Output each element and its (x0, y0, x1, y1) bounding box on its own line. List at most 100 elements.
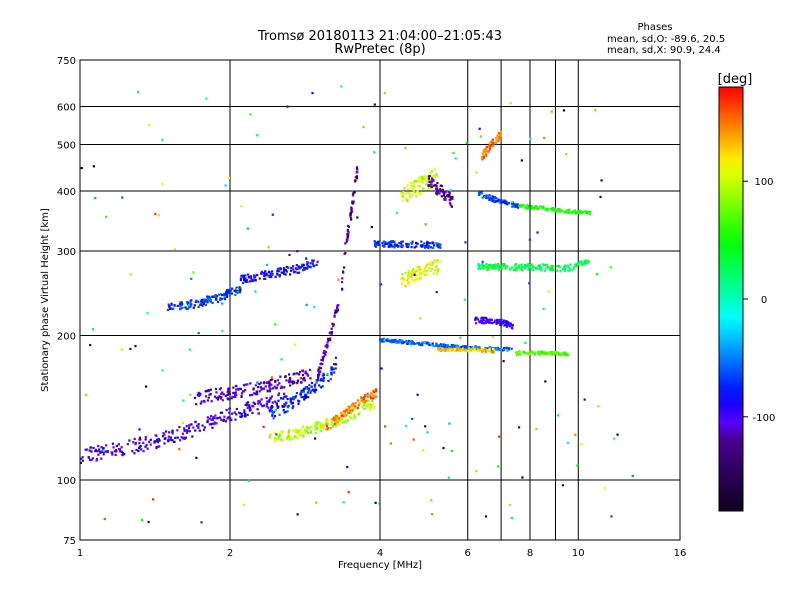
echo-point (331, 366, 334, 369)
echo-point (274, 275, 277, 278)
echo-point (286, 435, 289, 438)
echo-point (513, 264, 517, 267)
echo-point (426, 240, 429, 243)
echo-point (239, 415, 242, 418)
echo-point (527, 263, 530, 266)
echo-point (407, 271, 410, 275)
echo-point (330, 373, 333, 376)
echo-point (206, 301, 209, 304)
echo-point (389, 243, 392, 246)
echo-point (426, 245, 429, 249)
echo-point (303, 268, 306, 271)
echo-point (176, 304, 179, 307)
echo-point (486, 268, 489, 271)
echo-point (323, 352, 327, 355)
echo-point (374, 394, 377, 397)
echo-point (326, 427, 330, 430)
echo-point (280, 386, 283, 389)
chart-subtitle: RwPretec (8p) (334, 42, 425, 57)
echo-point (300, 428, 303, 431)
echo-point (411, 193, 414, 196)
echo-point (362, 400, 365, 403)
echo-point (528, 267, 531, 270)
echo-point (443, 343, 446, 347)
echo-point (195, 403, 198, 406)
echo-point (512, 204, 515, 207)
echo-point (469, 348, 472, 351)
echo-point (576, 464, 579, 467)
echo-point (90, 458, 93, 461)
echo-point (340, 420, 343, 423)
echo-point (103, 517, 106, 521)
echo-point (524, 266, 527, 270)
echo-point (564, 267, 567, 271)
echo-point (189, 393, 192, 396)
echo-point (583, 398, 586, 401)
echo-point (371, 397, 375, 400)
echo-point (291, 428, 294, 432)
echo-point (563, 269, 567, 272)
echo-point (420, 179, 423, 182)
echo-point (186, 301, 189, 304)
echo-point (558, 354, 561, 357)
echo-point (421, 181, 424, 184)
echo-point (336, 309, 339, 312)
echo-point (371, 399, 374, 403)
echo-point (418, 278, 421, 281)
echo-point (403, 341, 406, 344)
echo-point (190, 299, 193, 302)
echo-point (475, 470, 478, 473)
echo-point (616, 433, 619, 436)
echo-point (163, 437, 166, 441)
echo-point (597, 405, 600, 408)
echo-point (424, 270, 428, 273)
echo-point (440, 347, 443, 350)
echo-point (488, 348, 491, 351)
echo-point (291, 401, 295, 405)
echo-point (490, 321, 493, 324)
echo-point (431, 178, 434, 181)
echo-point (325, 346, 329, 349)
echo-point (280, 271, 283, 274)
echo-point (440, 195, 443, 198)
echo-point (479, 264, 482, 267)
echo-point (246, 406, 249, 410)
echo-point (386, 338, 389, 341)
echo-point (306, 267, 309, 270)
echo-point (233, 393, 237, 396)
echo-point (496, 262, 500, 265)
echo-point (563, 351, 566, 354)
echo-point (496, 134, 499, 137)
echo-point (532, 268, 535, 272)
echo-point (283, 269, 286, 272)
echo-point (531, 206, 534, 210)
echo-point (161, 138, 164, 141)
echo-point (222, 393, 225, 396)
echo-point (398, 339, 401, 342)
echo-point (537, 267, 540, 270)
echo-point (136, 90, 140, 93)
echo-point (102, 453, 105, 456)
echo-point (321, 425, 324, 429)
echo-point (514, 267, 517, 270)
echo-point (424, 425, 427, 428)
echo-point (155, 438, 159, 441)
echo-point (350, 207, 353, 210)
echo-point (283, 268, 286, 271)
echo-point (225, 289, 229, 292)
echo-point (195, 299, 198, 302)
echo-point (322, 373, 326, 376)
echo-point (334, 309, 337, 312)
echo-point (254, 275, 257, 278)
echo-point (574, 211, 578, 214)
echo-point (228, 293, 232, 296)
echo-point (536, 207, 540, 210)
echo-point (240, 204, 243, 208)
echo-point (167, 435, 170, 438)
echo-point (449, 196, 452, 199)
echo-point (285, 379, 288, 382)
echo-point (393, 246, 396, 249)
echo-point (217, 416, 220, 420)
echo-point (493, 321, 496, 324)
echo-point (273, 414, 277, 418)
